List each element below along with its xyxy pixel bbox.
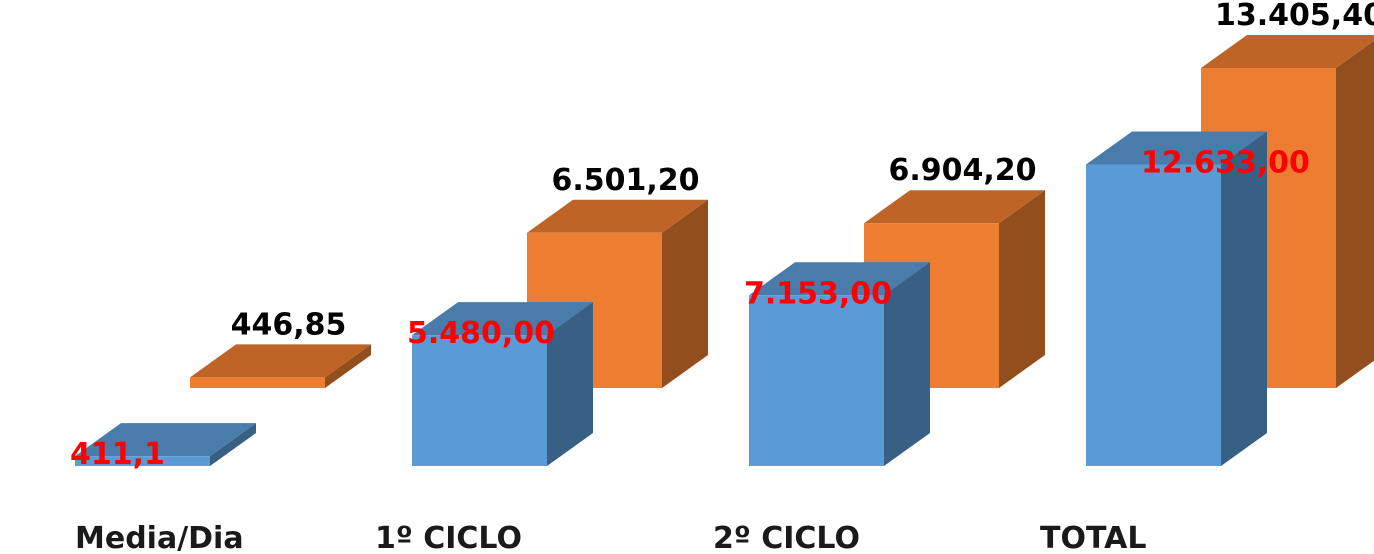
bars-layer bbox=[75, 35, 1374, 467]
category-label: 2º CICLO bbox=[713, 521, 860, 554]
bar-series-b-1 bbox=[527, 199, 708, 388]
bar-top bbox=[1086, 131, 1267, 165]
bar-side bbox=[999, 190, 1045, 388]
value-label: 411,1 bbox=[70, 437, 165, 472]
bar-side bbox=[662, 199, 708, 388]
category-label: Media/Dia bbox=[75, 521, 244, 554]
bar-side bbox=[1336, 40, 1374, 388]
bar-series-a-2 bbox=[749, 262, 930, 466]
bar-series-a-0 bbox=[75, 423, 256, 466]
value-label: 13.405,40 bbox=[1215, 0, 1374, 33]
bar-top bbox=[412, 302, 593, 336]
bar-side bbox=[325, 344, 371, 388]
bar-top bbox=[75, 423, 256, 457]
bar-top bbox=[1201, 35, 1374, 68]
bar-top bbox=[749, 262, 930, 296]
value-label: 5.480,00 bbox=[407, 316, 555, 351]
bar-top bbox=[190, 344, 371, 378]
bar-side bbox=[1221, 131, 1267, 467]
category-label: 1º CICLO bbox=[375, 521, 522, 554]
value-label: 446,85 bbox=[231, 307, 347, 342]
bar-side bbox=[884, 262, 930, 466]
value-label: 6.501,20 bbox=[551, 163, 699, 198]
value-label: 12.633,00 bbox=[1141, 145, 1310, 180]
bar-front bbox=[412, 335, 547, 466]
bar-top bbox=[527, 199, 708, 233]
value-label: 6.904,20 bbox=[888, 153, 1036, 188]
labels-layer: 446,85 6.501,20 6.904,20 13.405,40 411,1 5.48… bbox=[70, 0, 1374, 554]
bar-top bbox=[864, 190, 1045, 224]
bar-side bbox=[547, 302, 593, 466]
bar-side bbox=[210, 423, 256, 466]
bar-series-a-3 bbox=[1086, 131, 1267, 467]
bar-series-b-0 bbox=[190, 344, 371, 388]
value-label: 7.153,00 bbox=[744, 276, 892, 311]
bar-front bbox=[1086, 164, 1221, 467]
bar-front bbox=[749, 295, 884, 466]
bar-series-a-1 bbox=[412, 302, 593, 466]
bar-front bbox=[190, 377, 325, 388]
category-label: TOTAL bbox=[1040, 521, 1146, 554]
bar-front bbox=[75, 456, 210, 466]
